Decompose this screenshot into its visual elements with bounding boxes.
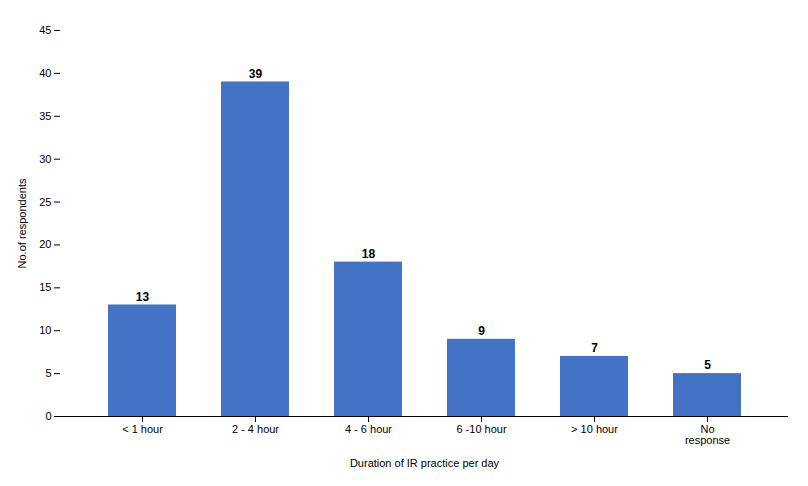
- svg-text:No.of respondents: No.of respondents: [16, 178, 28, 268]
- svg-text:0: 0: [45, 410, 51, 422]
- svg-text:9: 9: [478, 324, 485, 338]
- svg-text:30: 30: [39, 153, 51, 165]
- svg-text:15: 15: [39, 281, 51, 293]
- svg-text:6 -10 hour: 6 -10 hour: [456, 423, 506, 435]
- svg-text:Duration of IR practice per da: Duration of IR practice per day: [350, 457, 500, 469]
- svg-text:35: 35: [39, 110, 51, 122]
- svg-text:> 10 hour: > 10 hour: [571, 423, 618, 435]
- svg-text:Noresponse: Noresponse: [685, 423, 730, 446]
- svg-text:10: 10: [39, 324, 51, 336]
- svg-text:13: 13: [136, 290, 150, 304]
- svg-text:18: 18: [362, 247, 376, 261]
- svg-text:2 - 4 hour: 2 - 4 hour: [232, 423, 279, 435]
- svg-text:45: 45: [39, 24, 51, 36]
- svg-text:5: 5: [45, 367, 51, 379]
- svg-text:4 - 6 hour: 4 - 6 hour: [345, 423, 392, 435]
- svg-text:40: 40: [39, 67, 51, 79]
- svg-text:5: 5: [704, 358, 711, 372]
- svg-text:39: 39: [249, 67, 263, 81]
- svg-text:20: 20: [39, 238, 51, 250]
- svg-text:7: 7: [591, 341, 598, 355]
- svg-text:< 1 hour: < 1 hour: [122, 423, 163, 435]
- svg-text:25: 25: [39, 196, 51, 208]
